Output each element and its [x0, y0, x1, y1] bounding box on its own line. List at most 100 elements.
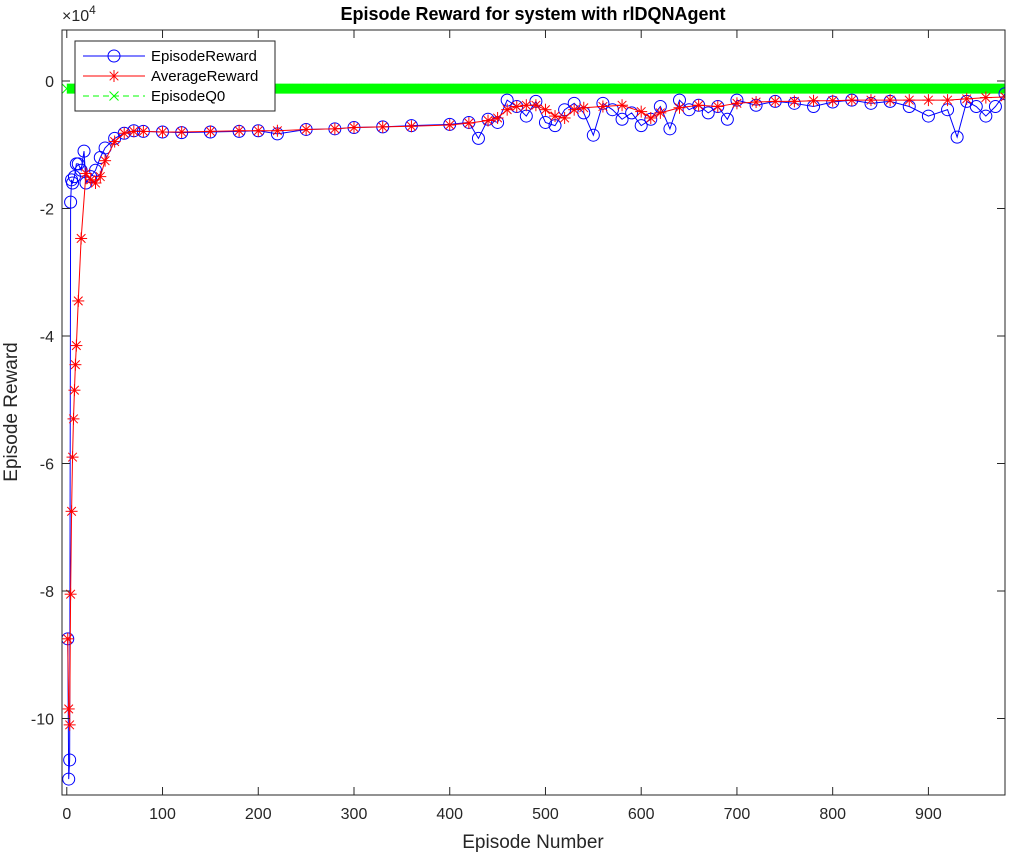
point-averagereward-d2	[502, 105, 512, 115]
point-episodeq0-d2	[900, 83, 911, 94]
point-episodereward	[71, 157, 85, 171]
point-averagereward	[89, 177, 102, 189]
point-episodeq0	[877, 83, 888, 94]
point-averagereward	[252, 124, 265, 137]
point-episodeq0-d2	[555, 83, 566, 94]
point-episodeq0-d2	[935, 83, 945, 94]
point-episodeq0	[705, 83, 715, 94]
point-episodeq0-d2	[889, 83, 899, 94]
point-episodeq0	[567, 83, 578, 94]
point-episodeq0-d2	[498, 83, 509, 94]
point-episodeq0	[498, 83, 509, 94]
point-episodeq0-d2	[464, 83, 474, 94]
point-averagereward-d2	[770, 96, 780, 107]
point-averagereward	[482, 114, 495, 127]
legend-item-averagereward: AverageReward	[83, 68, 258, 85]
point-episodereward	[634, 119, 648, 133]
point-averagereward	[807, 94, 820, 107]
point-episodereward	[64, 195, 78, 209]
point-episodeq0-d2	[751, 83, 761, 94]
point-episodeq0-d2	[418, 83, 428, 94]
point-episodeq0-d2	[452, 83, 463, 94]
point-episodeq0-d2	[912, 83, 922, 94]
point-episodeq0-d2	[636, 83, 647, 94]
point-episodeq0-d2	[624, 83, 635, 94]
point-averagereward-d2	[445, 120, 455, 130]
point-averagereward	[596, 100, 609, 113]
point-averagereward	[864, 94, 877, 107]
legend-item-episodereward: EpisodeReward	[83, 48, 257, 65]
point-averagereward-d2	[110, 136, 120, 147]
point-episodeq0	[360, 83, 371, 94]
point-averagereward-d2	[65, 589, 76, 599]
point-averagereward	[300, 123, 313, 136]
y-exponent-label: ×104	[62, 3, 96, 25]
point-episodeq0-d2	[532, 83, 543, 94]
point-averagereward-d2	[512, 101, 522, 112]
chart-title: Episode Reward for system with rlDQNAgen…	[340, 4, 725, 24]
point-averagereward-d2	[808, 96, 819, 106]
point-averagereward-d2	[301, 124, 311, 135]
point-episodeq0-d2	[326, 83, 336, 94]
point-averagereward	[673, 101, 686, 114]
axes: 0 100 200 300 400 500 600 700 800 900 0 -2 -4 -6 -8 -10	[31, 29, 1006, 823]
point-averagereward-d2	[540, 105, 551, 115]
x-tick-label: 800	[819, 806, 846, 823]
point-averagereward-d2	[81, 168, 91, 179]
point-episodereward	[950, 130, 964, 144]
point-averagereward-d2	[205, 126, 216, 137]
point-episodeq0	[958, 83, 968, 94]
plot-inner	[62, 83, 1005, 786]
point-episodeq0-d2	[395, 83, 405, 94]
point-episodeq0-d2	[693, 83, 704, 94]
point-episodeq0	[291, 83, 302, 94]
point-averagereward-d2	[68, 414, 79, 424]
point-averagereward-d2	[981, 92, 991, 103]
point-averagereward-d1	[1000, 92, 1005, 98]
point-averagereward	[99, 154, 112, 167]
y-axis-label: Episode Reward	[1, 342, 22, 481]
point-averagereward-d2	[157, 127, 168, 137]
point-episodeq0	[555, 83, 566, 94]
point-episodereward	[998, 87, 1005, 101]
point-episodeq0	[866, 83, 876, 94]
point-averagereward-d2	[406, 121, 417, 131]
point-averagereward	[788, 95, 801, 108]
point-averagereward	[510, 100, 523, 113]
point-episodeq0-d2	[728, 83, 738, 94]
point-averagereward	[558, 111, 571, 124]
point-averagereward-d2	[63, 634, 73, 644]
point-averagereward-d2	[521, 100, 531, 110]
point-averagereward	[347, 121, 360, 134]
point-averagereward	[67, 412, 80, 425]
point-averagereward	[730, 97, 743, 110]
point-episodeq0	[923, 83, 934, 94]
point-averagereward-d2	[73, 296, 83, 306]
point-averagereward	[328, 122, 341, 135]
series-line-episodereward	[67, 93, 1005, 780]
point-averagereward	[501, 103, 514, 116]
x-axis-label: Episode Number	[462, 832, 604, 853]
point-episodeq0-d2	[877, 83, 888, 94]
point-averagereward	[405, 120, 418, 133]
point-episodeq0	[383, 83, 394, 94]
point-episodeq0	[590, 83, 601, 94]
legend-label: EpisodeQ0	[151, 88, 225, 105]
point-averagereward-d2	[138, 126, 149, 137]
point-episodeq0	[889, 83, 899, 94]
point-averagereward	[922, 94, 935, 107]
point-episodeq0	[544, 83, 555, 94]
point-averagereward	[65, 505, 78, 518]
legend-swatch-marker	[109, 91, 119, 101]
point-episodeq0	[406, 83, 417, 94]
point-episodeq0	[487, 83, 497, 94]
point-episodeq0-d2	[314, 83, 325, 94]
point-episodeq0-d2	[843, 83, 853, 94]
point-episodeq0	[464, 83, 474, 94]
point-episodereward	[701, 106, 715, 120]
point-episodeq0-d2	[372, 83, 382, 94]
x-tick-label: 400	[436, 806, 463, 823]
point-episodeq0-d2	[923, 83, 934, 94]
point-episodeq0-d2	[509, 83, 520, 94]
point-averagereward	[376, 120, 389, 133]
